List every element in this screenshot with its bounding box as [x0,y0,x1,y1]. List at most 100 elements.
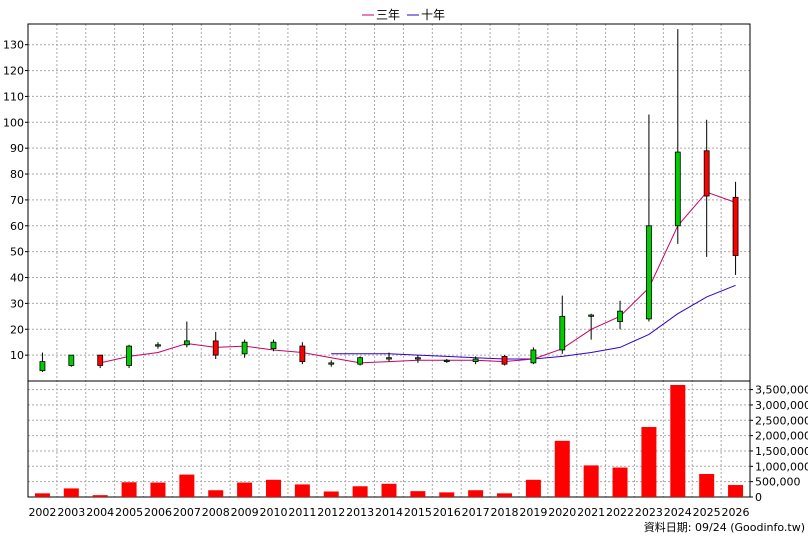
year-tick-label: 2002 [28,506,56,519]
year-tick-label: 2008 [202,506,230,519]
volume-bar [92,495,108,497]
year-tick-label: 2015 [404,506,432,519]
year-tick-label: 2026 [722,506,750,519]
candle-body [414,357,421,360]
volume-tick-label: 0 [755,491,762,504]
year-tick-label: 2023 [635,506,663,519]
year-tick-label: 2011 [288,506,316,519]
candle-body [646,225,652,320]
year-tick-label: 2019 [519,506,547,519]
price-tick-label: 130 [3,39,24,52]
volume-bars [34,384,744,497]
price-tick-label: 80 [10,168,24,181]
candle-body [155,344,161,347]
volume-bar [34,493,50,497]
price-tick-label: 10 [10,349,24,362]
legend-3y-label: 三年 [376,8,400,22]
volume-bar [497,493,513,497]
year-tick-label: 2018 [491,506,519,519]
volume-bar [294,484,310,497]
candle-body [386,357,392,360]
volume-tick-label: 1,000,000 [755,460,808,473]
price-tick-label: 30 [10,297,24,310]
volume-bar [323,491,339,497]
volume-bar [728,485,744,497]
legend-10y-label: 十年 [421,8,445,22]
volume-tick-label: 3,000,000 [755,399,808,412]
volume-bar [641,427,657,497]
year-tick-label: 2024 [664,506,692,519]
plot-frames [27,23,751,498]
candle-body [703,150,710,197]
candle-body [212,340,219,356]
volume-bar [237,482,253,497]
legend: 三年 十年 [362,8,445,22]
candle-body [674,151,681,227]
candle-body [126,345,132,366]
volume-bar [699,473,715,497]
year-tick-label: 2021 [577,506,605,519]
volume-bar [208,490,224,497]
candle-body [443,359,450,362]
candle-body [617,310,623,322]
candle-body [68,354,75,366]
candle-body [357,357,364,365]
price-axis: 10 20 30 40 50 60 70 80 90 100 110 120 130 [3,39,28,362]
year-tick-label: 2014 [375,506,403,519]
volume-bar [468,490,484,497]
candle-body [97,354,104,366]
candle-body [328,362,335,365]
volume-bar [63,488,79,497]
volume-bar [352,486,368,497]
year-tick-label: 2003 [57,506,85,519]
candle-body [588,314,595,317]
volume-tick-label: 2,000,000 [755,430,808,443]
volume-bar [554,440,570,497]
year-tick-label: 2025 [693,506,721,519]
price-tick-label: 20 [10,323,24,336]
candlesticks [39,29,739,372]
volume-bar [381,483,397,497]
volume-bar [525,479,541,497]
volume-bar [265,479,281,497]
year-tick-label: 2005 [115,506,143,519]
candle-body [501,356,508,365]
candle-body [732,196,739,256]
year-tick-label: 2022 [606,506,634,519]
year-tick-label: 2012 [317,506,345,519]
price-tick-label: 100 [3,116,24,129]
price-tick-label: 40 [10,272,24,285]
volume-tick-label: 500,000 [755,476,801,489]
year-tick-label: 2004 [86,506,114,519]
year-tick-label: 2010 [259,506,287,519]
candle-body [183,340,190,346]
volume-tick-label: 2,500,000 [755,414,808,427]
candle-body [559,315,566,351]
candle-body [39,361,46,372]
year-tick-label: 2006 [144,506,172,519]
volume-bar [121,482,137,497]
price-tick-label: 60 [10,220,24,233]
candle-body [299,345,306,362]
volume-bar [179,474,195,497]
candle-body [270,341,277,350]
year-tick-label: 2007 [173,506,201,519]
price-tick-label: 70 [10,194,24,207]
volume-bar [583,465,599,497]
price-tick-label: 120 [3,65,24,78]
x-axis: 2002 2003 2004 2005 2006 2007 2008 2009 2010 2011… [28,506,749,519]
year-tick-label: 2020 [548,506,576,519]
price-plot-frame [27,23,751,382]
year-tick-label: 2009 [231,506,259,519]
price-tick-label: 90 [10,142,24,155]
volume-tick-label: 3,500,000 [755,384,808,397]
candle-body [472,358,479,362]
volume-bar [670,384,686,497]
volume-bar [410,491,426,497]
price-tick-label: 50 [10,246,24,259]
footer-source: 資料日期: 09/24 (Goodinfo.tw) [644,520,805,534]
volume-bar [439,492,455,497]
grid [28,24,750,497]
volume-axis: 0 500,000 1,000,000 1,500,000 2,000,000 2,500… [750,384,808,504]
